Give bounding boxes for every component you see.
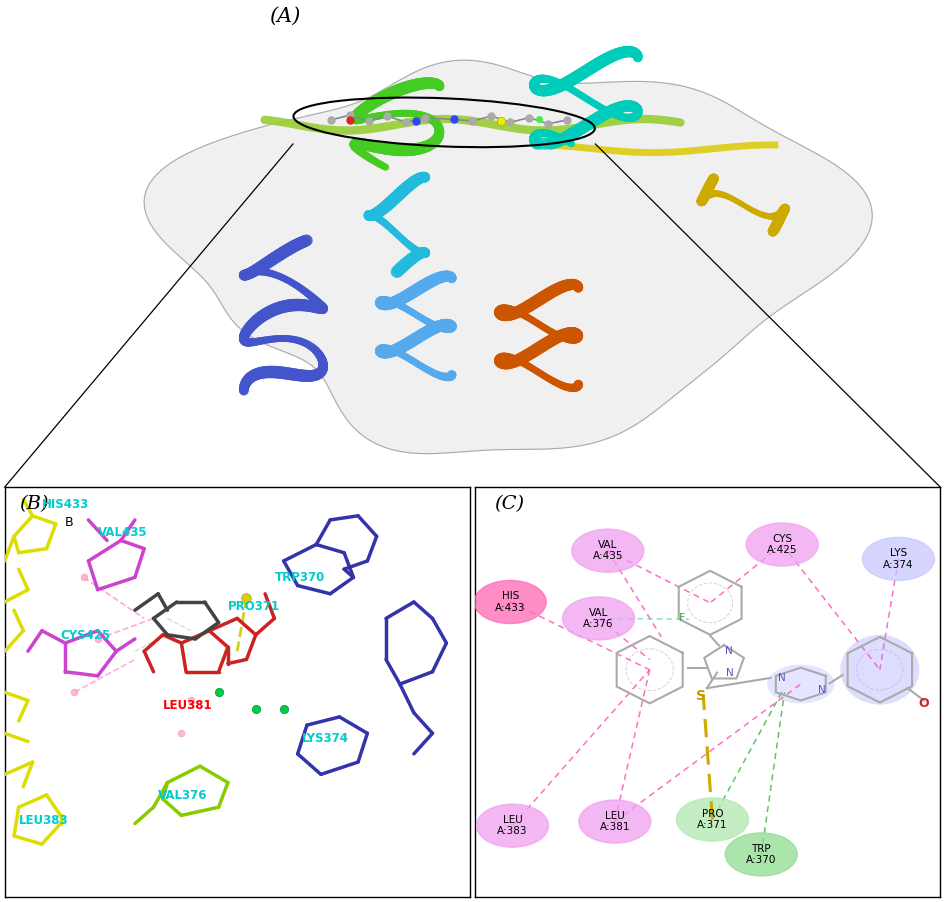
Text: CYS
A:425: CYS A:425 bbox=[767, 534, 797, 556]
Text: S: S bbox=[695, 688, 705, 703]
Text: HIS433: HIS433 bbox=[42, 498, 89, 511]
Ellipse shape bbox=[571, 529, 643, 572]
Text: PRO
A:371: PRO A:371 bbox=[697, 809, 727, 831]
Text: LYS
A:374: LYS A:374 bbox=[883, 548, 913, 570]
Polygon shape bbox=[144, 60, 871, 454]
Text: F: F bbox=[679, 613, 684, 623]
Ellipse shape bbox=[746, 523, 818, 566]
Ellipse shape bbox=[474, 581, 546, 623]
Ellipse shape bbox=[476, 804, 548, 847]
Text: VAL
A:376: VAL A:376 bbox=[582, 608, 614, 630]
Text: B: B bbox=[65, 516, 74, 529]
Text: VAL
A:435: VAL A:435 bbox=[592, 540, 622, 561]
Text: LEU381: LEU381 bbox=[162, 699, 212, 712]
Text: LEU
A:381: LEU A:381 bbox=[598, 811, 630, 833]
Text: VAL435: VAL435 bbox=[97, 527, 147, 539]
Text: N: N bbox=[724, 646, 732, 657]
Ellipse shape bbox=[862, 538, 934, 581]
Ellipse shape bbox=[839, 635, 919, 704]
Ellipse shape bbox=[562, 597, 634, 640]
Text: N: N bbox=[778, 673, 785, 683]
Text: N: N bbox=[726, 667, 733, 677]
Text: O: O bbox=[918, 696, 928, 710]
Ellipse shape bbox=[724, 833, 797, 876]
Text: PRO371: PRO371 bbox=[228, 600, 279, 613]
Text: (C): (C) bbox=[494, 495, 524, 513]
Text: TRP370: TRP370 bbox=[274, 572, 325, 584]
Ellipse shape bbox=[767, 665, 834, 704]
Text: VAL376: VAL376 bbox=[158, 789, 208, 802]
Text: LYS374: LYS374 bbox=[302, 732, 349, 744]
Text: HIS
A:433: HIS A:433 bbox=[495, 591, 525, 612]
Ellipse shape bbox=[578, 800, 650, 843]
Text: (A): (A) bbox=[269, 7, 300, 26]
Text: N: N bbox=[817, 686, 825, 695]
Text: TRP
A:370: TRP A:370 bbox=[746, 843, 776, 865]
Text: CYS425: CYS425 bbox=[60, 629, 110, 642]
Text: LEU
A:383: LEU A:383 bbox=[497, 815, 527, 836]
Text: LEU383: LEU383 bbox=[19, 814, 68, 826]
Text: (B): (B) bbox=[19, 495, 48, 513]
Ellipse shape bbox=[676, 798, 748, 841]
